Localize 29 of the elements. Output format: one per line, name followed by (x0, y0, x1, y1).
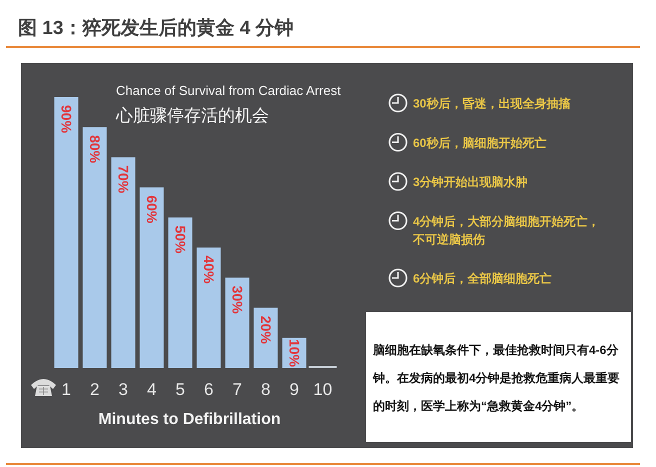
data-label: 80% (86, 135, 103, 164)
x-tick-label: 8 (261, 380, 270, 399)
data-label: 30% (229, 286, 246, 314)
x-tick-label: 2 (90, 380, 100, 399)
data-label: 40% (200, 256, 217, 284)
x-tick-label: 9 (290, 380, 299, 399)
text: 脑细胞在缺氧条件下，最佳抢救时间只有4-6分钟。在发病的最初4分钟是抢救危重病人最重要的时刻，医学上称为“急救黄金4分钟”。 (372, 343, 620, 413)
x-tick-label: 3 (118, 380, 128, 399)
annotation: 心脏骤停存活的机会 (115, 106, 269, 125)
text: 30秒后，昏迷，出现全身抽搐 (413, 96, 570, 110)
text: 4分钟后，大部分脑细胞开始死亡，不可逆脑损伤 (412, 214, 600, 246)
x-tick-label: 4 (147, 380, 156, 399)
data-label: 90% (58, 105, 74, 134)
x-tick-label: 1 (62, 380, 71, 399)
x-tick-label: 6 (204, 380, 214, 399)
chart-title: 图 13：猝死发生后的黄金 4 分钟 (18, 17, 294, 39)
x-tick-label: 5 (176, 380, 185, 399)
x-tick-label: 7 (232, 380, 242, 399)
text: 60秒后，脑细胞开始死亡 (413, 136, 546, 150)
data-label: 70% (115, 165, 132, 194)
x-axis-title: Minutes to Defibrillation (98, 411, 281, 428)
x-tick-label: 10 (313, 380, 332, 399)
data-label: 20% (258, 316, 274, 344)
chart-subtitle: Chance of Survival from Cardiac Arrest (116, 83, 342, 98)
data-label: 60% (144, 195, 160, 224)
data-label: 50% (172, 225, 188, 254)
data-label: 10% (286, 338, 302, 368)
text: 6分钟后，全部脑细胞死亡 (413, 272, 552, 286)
text: 3分钟开始出现脑水肿 (413, 175, 528, 189)
